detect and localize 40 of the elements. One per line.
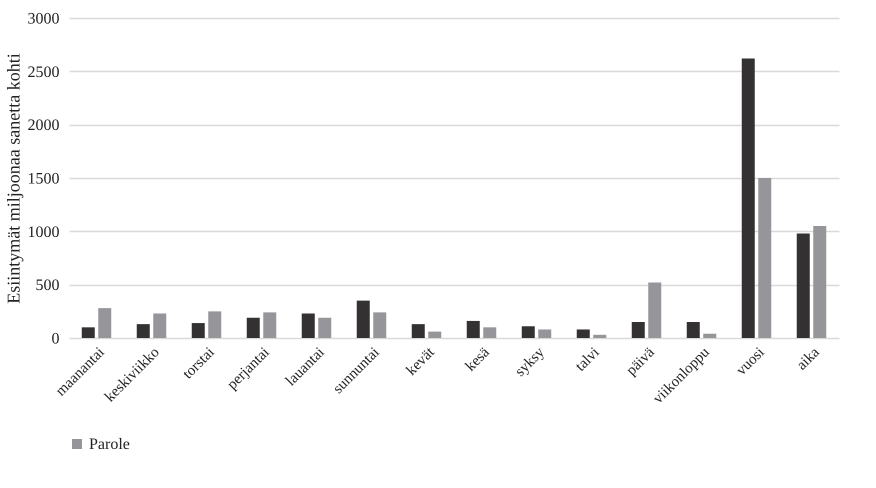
bar xyxy=(632,322,645,338)
bar xyxy=(686,322,700,338)
y-tick-label: 3000 xyxy=(28,10,60,28)
bar xyxy=(522,326,535,338)
bar xyxy=(742,58,755,338)
bar xyxy=(98,308,112,338)
bar xyxy=(153,313,166,338)
bar xyxy=(758,178,772,338)
bar xyxy=(428,332,442,338)
y-tick-label: 1500 xyxy=(28,170,60,188)
bar xyxy=(466,320,480,338)
bar xyxy=(648,282,662,338)
bar xyxy=(192,323,205,338)
bar xyxy=(246,318,260,338)
bar xyxy=(576,329,590,338)
bar xyxy=(263,312,276,338)
y-tick-label: 0 xyxy=(52,330,60,348)
bar xyxy=(813,226,826,338)
bar xyxy=(703,334,716,338)
y-tick-label: 500 xyxy=(36,277,60,294)
bar xyxy=(356,300,370,338)
bar xyxy=(302,313,315,338)
bar xyxy=(373,312,386,338)
x-tick-label: talvi xyxy=(572,344,603,375)
bar xyxy=(593,334,606,338)
legend-label: Parole xyxy=(89,436,130,453)
y-tick-label: 2000 xyxy=(28,117,60,134)
x-tick-label: kesä xyxy=(462,344,494,375)
bar xyxy=(208,311,222,338)
bar xyxy=(412,324,425,338)
bar xyxy=(136,324,150,338)
y-tick-label: 1000 xyxy=(28,224,60,241)
bar xyxy=(796,233,810,338)
y-axis-title: Esiintymät miljoonaa sanetta kohti xyxy=(4,53,24,304)
bar xyxy=(483,327,496,338)
bar xyxy=(538,329,552,338)
bar xyxy=(318,318,332,338)
x-tick-label: aika xyxy=(794,344,824,374)
bar xyxy=(82,327,95,338)
y-tick-label: 2500 xyxy=(28,64,60,81)
